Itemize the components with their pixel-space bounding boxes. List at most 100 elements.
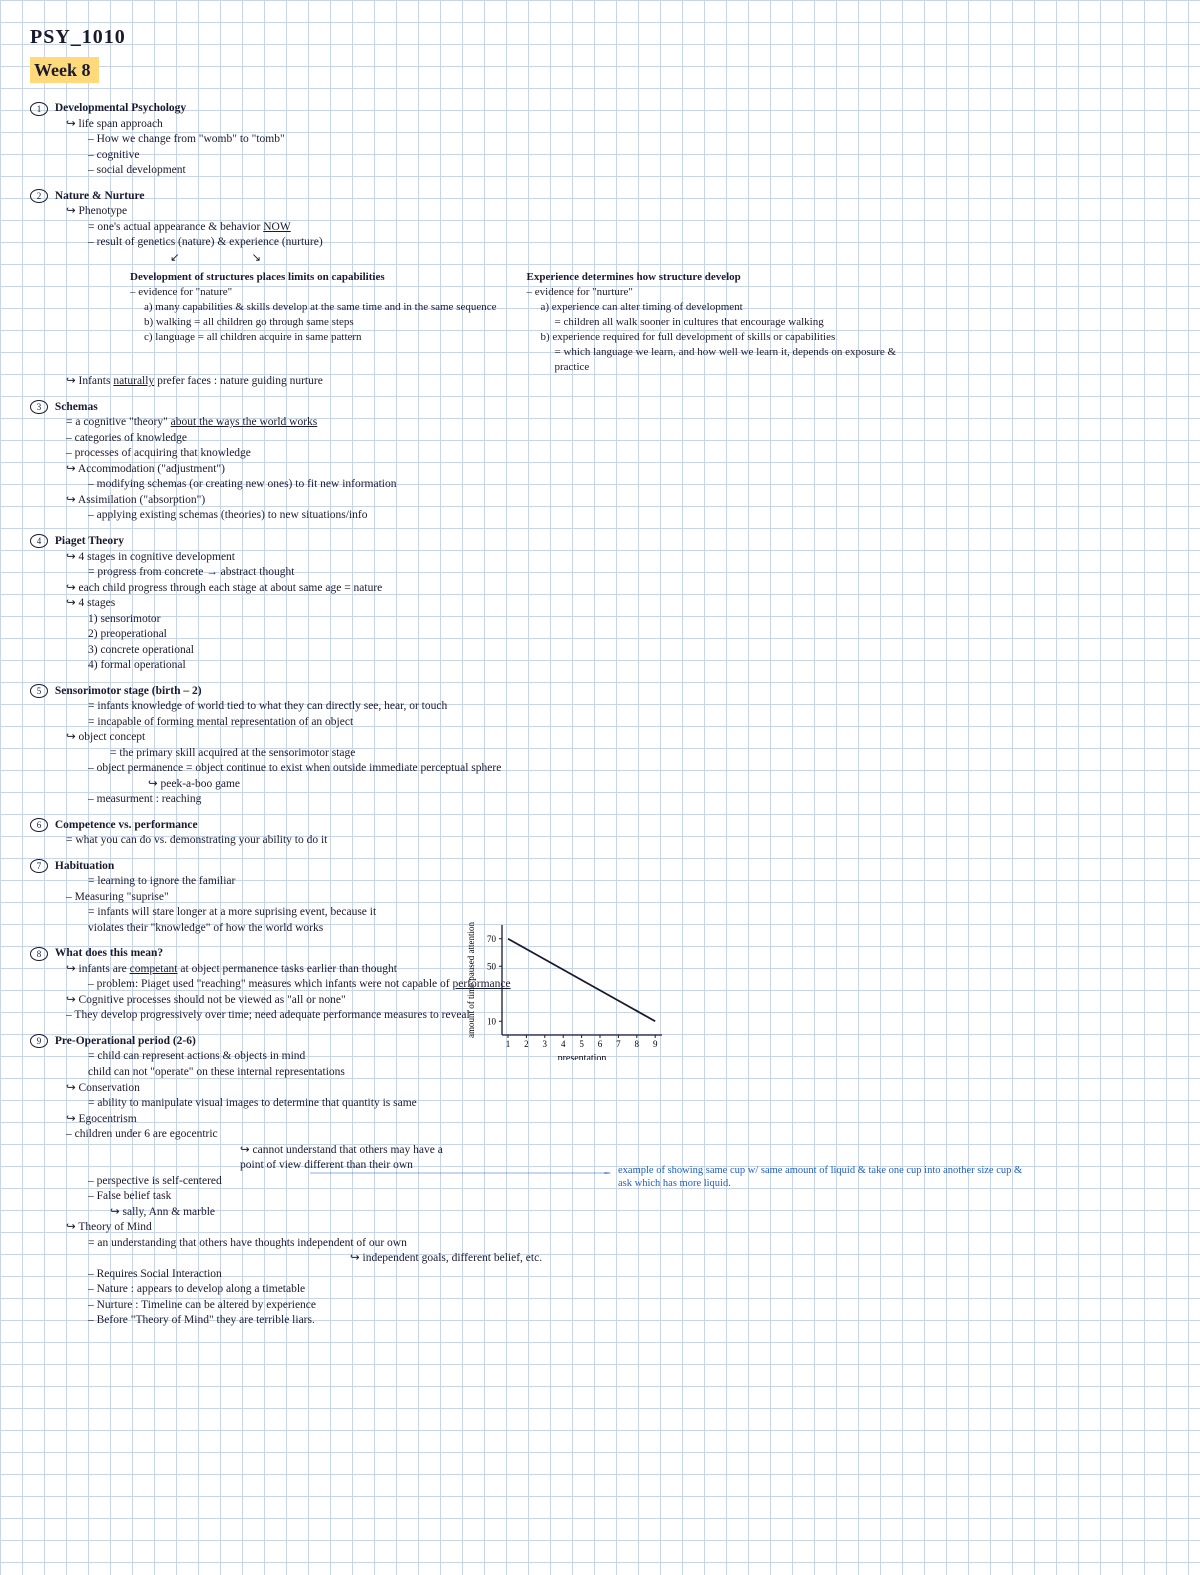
note-line: object concept	[30, 730, 1170, 746]
note-line: 1) sensorimotor	[30, 612, 1170, 628]
note-line: ↪ sally, Ann & marble	[30, 1205, 1170, 1221]
note-line: Phenotype	[30, 204, 1170, 220]
section-2: 2 Nature & Nurture Phenotype = one's act…	[30, 189, 1170, 390]
note-line: each child progress through each stage a…	[30, 581, 1170, 597]
svg-text:10: 10	[487, 1016, 497, 1026]
section-num: 3	[30, 400, 48, 414]
note-line: ↪ peek-a-boo game	[30, 777, 1170, 793]
svg-text:1: 1	[506, 1039, 511, 1049]
note-line: How we change from "womb" to "tomb"	[30, 132, 1170, 148]
svg-text:3: 3	[543, 1039, 548, 1049]
note-line: Requires Social Interaction	[30, 1267, 1170, 1283]
svg-text:50: 50	[487, 961, 497, 971]
note-line: = a cognitive "theory" about the ways th…	[30, 415, 1170, 431]
svg-text:8: 8	[635, 1039, 640, 1049]
note-line: = which language we learn, and how well …	[527, 345, 907, 375]
svg-text:2: 2	[524, 1039, 529, 1049]
note-line: Before "Theory of Mind" they are terribl…	[30, 1313, 1170, 1329]
section-5: 5 Sensorimotor stage (birth – 2) infants…	[30, 684, 1170, 808]
note-line: result of genetics (nature) & experience…	[30, 235, 1170, 251]
branch-arrows: ↙ ↘	[30, 251, 1170, 267]
note-line: Egocentrism	[30, 1112, 1170, 1128]
note-line: Nurture : Timeline can be altered by exp…	[30, 1298, 1170, 1314]
note-line: infants will stare longer at a more supr…	[30, 905, 410, 936]
note-line: Theory of Mind	[30, 1220, 1170, 1236]
note-line: Measuring "suprise"	[30, 890, 1170, 906]
section-num: 5	[30, 684, 48, 698]
note-line: measurment : reaching	[30, 792, 1170, 808]
note-line: False belief task	[30, 1189, 1170, 1205]
habituation-chart: 10 50 70 1 2 3 4 5 6 7 8 9 presentation amount of tim…	[460, 905, 680, 1060]
note-line: incapable of forming mental representati…	[30, 715, 1170, 731]
note-line: infants knowledge of world tied to what …	[30, 699, 1170, 715]
section-num: 7	[30, 859, 48, 873]
note-line: modifying schemas (or creating new ones)…	[30, 477, 1170, 493]
section-num: 6	[30, 818, 48, 832]
note-line: b) walking = all children go through sam…	[130, 315, 497, 330]
note-line: a) experience can alter timing of develo…	[527, 300, 907, 315]
svg-text:7: 7	[616, 1039, 621, 1049]
section-num: 4	[30, 534, 48, 548]
note-line: Infants naturally prefer faces : nature …	[30, 374, 1170, 390]
note-line: Accommodation ("adjustment")	[30, 462, 1170, 478]
svg-text:4: 4	[561, 1039, 566, 1049]
section-title: Competence vs. performance	[55, 819, 198, 831]
section-title: Schemas	[55, 401, 98, 413]
section-3: 3 Schemas = a cognitive "theory" about t…	[30, 400, 1170, 524]
note-line: learning to ignore the familiar	[30, 874, 1170, 890]
section-title: What does this mean?	[55, 947, 163, 959]
section-title: Nature & Nurture	[55, 190, 145, 202]
section-num: 1	[30, 102, 48, 116]
week-heading: Week 8	[30, 57, 99, 83]
note-line: a) many capabilities & skills develop at…	[130, 300, 497, 315]
note-line: = children all walk sooner in cultures t…	[527, 315, 907, 330]
note-line: ability to manipulate visual images to d…	[30, 1096, 1170, 1112]
section-4: 4 Piaget Theory 4 stages in cognitive de…	[30, 534, 1170, 674]
col-heading: Experience determines how structure deve…	[527, 270, 907, 285]
svg-text:5: 5	[579, 1039, 584, 1049]
note-line: ↪ independent goals, different belief, e…	[30, 1251, 1170, 1267]
note-line: social development	[30, 163, 1170, 179]
note-line: 3) concrete operational	[30, 643, 1170, 659]
section-num: 2	[30, 189, 48, 203]
note-line: what you can do vs. demonstrating your a…	[30, 833, 1170, 849]
section-title: Developmental Psychology	[55, 102, 186, 114]
svg-text:9: 9	[653, 1039, 658, 1049]
note-line: 4 stages in cognitive development	[30, 550, 1170, 566]
svg-text:amount of time paused attentio: amount of time paused attention	[466, 922, 476, 1038]
svg-text:70: 70	[487, 934, 497, 944]
section-title: Pre-Operational period (2-6)	[55, 1035, 196, 1047]
note-line: = one's actual appearance & behavior NOW	[30, 220, 1170, 236]
svg-text:6: 6	[598, 1039, 603, 1049]
note-line: child can not "operate" on these interna…	[30, 1065, 1170, 1081]
note-line: c) language = all children acquire in sa…	[130, 330, 497, 345]
note-line: 4 stages	[30, 596, 1170, 612]
nurture-column: Experience determines how structure deve…	[527, 270, 907, 374]
note-line: 4) formal operational	[30, 658, 1170, 674]
note-line: Assimilation ("absorption")	[30, 493, 1170, 509]
notes-page: PSY_1010 Week 8 1 Developmental Psycholo…	[0, 0, 1200, 1353]
col-heading: Development of structures places limits …	[130, 270, 497, 285]
section-title: Habituation	[55, 860, 114, 872]
section-num: 9	[30, 1034, 48, 1048]
nature-column: Development of structures places limits …	[130, 270, 497, 374]
section-6: 6 Competence vs. performance what you ca…	[30, 818, 1170, 849]
note-line: Conservation	[30, 1081, 1170, 1097]
section-title: Sensorimotor stage (birth – 2)	[55, 685, 202, 697]
note-line: ↪ cannot understand that others may have…	[30, 1143, 450, 1174]
note-line: – evidence for "nature"	[130, 285, 497, 300]
note-line: life span approach	[30, 117, 1170, 133]
note-line: object permanence = object continue to e…	[30, 761, 1170, 777]
svg-text:presentation: presentation	[558, 1053, 607, 1060]
note-line: = progress from concrete → abstract thou…	[30, 565, 1170, 581]
note-line: categories of knowledge	[30, 431, 1170, 447]
section-1: 1 Developmental Psychology life span app…	[30, 101, 1170, 179]
note-line: children under 6 are egocentric	[30, 1127, 1170, 1143]
note-line: Nature : appears to develop along a time…	[30, 1282, 1170, 1298]
blue-annotation: example of showing same cup w/ same amou…	[618, 1164, 1038, 1190]
section-num: 8	[30, 947, 48, 961]
note-line: applying existing schemas (theories) to …	[30, 508, 1170, 524]
course-title: PSY_1010	[30, 24, 1170, 51]
note-line: b) experience required for full developm…	[527, 330, 907, 345]
note-line: processes of acquiring that knowledge	[30, 446, 1170, 462]
